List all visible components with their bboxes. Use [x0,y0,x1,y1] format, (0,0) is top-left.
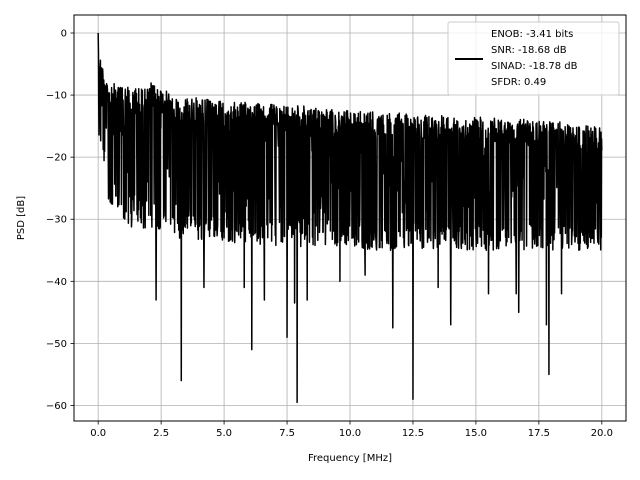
legend-box [447,21,620,96]
x-tick-label: 17.5 [528,428,550,439]
y-tick-label: −50 [46,339,67,350]
y-axis-ticks: 0 −10 −20 −30 −40 −50 −60 [46,29,74,412]
y-tick-label: −10 [46,91,67,102]
x-tick-label: 0.0 [90,428,106,439]
y-tick-label: −20 [46,153,67,164]
legend-line-enob: ENOB: -3.41 bits [491,29,573,40]
legend-line-sfdr: SFDR: 0.49 [491,77,546,88]
y-tick-label: −40 [46,277,67,288]
legend: ENOB: -3.41 bits SNR: -18.68 dB SINAD: -… [447,21,620,96]
x-tick-label: 15.0 [465,428,487,439]
x-tick-label: 20.0 [591,428,613,439]
psd-trace [97,32,603,404]
legend-line-snr: SNR: -18.68 dB [491,45,567,56]
x-tick-label: 5.0 [216,428,232,439]
x-tick-label: 2.5 [153,428,169,439]
y-tick-label: 0 [61,29,67,40]
x-tick-label: 10.0 [339,428,361,439]
x-axis-label: Frequency [MHz] [308,453,392,464]
x-tick-label: 7.5 [279,428,295,439]
y-tick-label: −60 [46,401,67,412]
y-tick-label: −30 [46,215,67,226]
legend-line-sinad: SINAD: -18.78 dB [491,61,578,72]
x-tick-label: 12.5 [402,428,424,439]
psd-series-line [97,32,603,404]
y-axis-label: PSD [dB] [16,196,27,240]
x-axis-ticks: 0.0 2.5 5.0 7.5 10.0 12.5 15.0 17.5 20.0 [90,421,613,439]
